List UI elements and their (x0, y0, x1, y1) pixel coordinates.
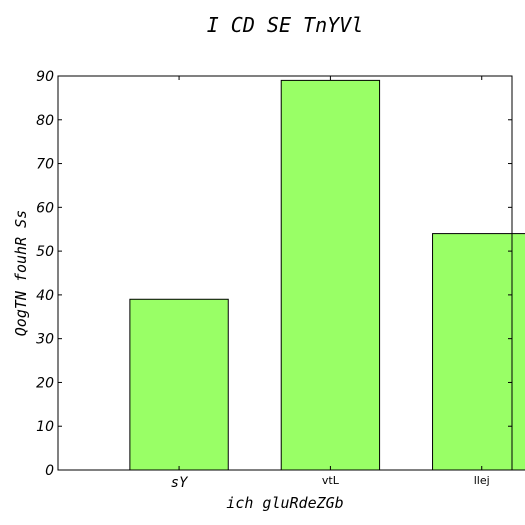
y-tick-label: 10 (36, 419, 54, 435)
x-axis-label: ich gluRdeZGb (226, 494, 343, 512)
bar-vtL (280, 79, 381, 471)
y-tick-label: 40 (36, 288, 54, 304)
y-tick-label: 80 (36, 113, 54, 129)
y-tick-label: 0 (45, 463, 54, 479)
y-tick-label: 90 (36, 69, 54, 85)
chart-title: I CD SE TnYVl (207, 13, 364, 37)
x-tick-label: llej (474, 474, 490, 487)
y-axis-ticks: 0 10 20 30 40 50 60 70 80 90 (36, 69, 512, 479)
bar-llej (432, 233, 525, 471)
y-tick-label: 30 (36, 332, 54, 348)
y-tick-label: 50 (36, 244, 54, 260)
plot-area: 0 10 20 30 40 50 60 70 80 90 sY vtL llej (36, 69, 525, 491)
x-axis-ticks: sY vtL llej (171, 76, 490, 491)
y-tick-label: 60 (36, 200, 54, 216)
plot-frame (57, 75, 513, 471)
y-axis-label: QogTN fouhR Ss (12, 210, 30, 336)
x-tick-label: sY (171, 475, 189, 491)
y-tick-label: 70 (36, 157, 54, 173)
x-tick-label: vtL (322, 474, 340, 487)
bars-group (129, 79, 525, 471)
bar-sY (129, 298, 229, 471)
y-tick-label: 20 (36, 375, 54, 391)
